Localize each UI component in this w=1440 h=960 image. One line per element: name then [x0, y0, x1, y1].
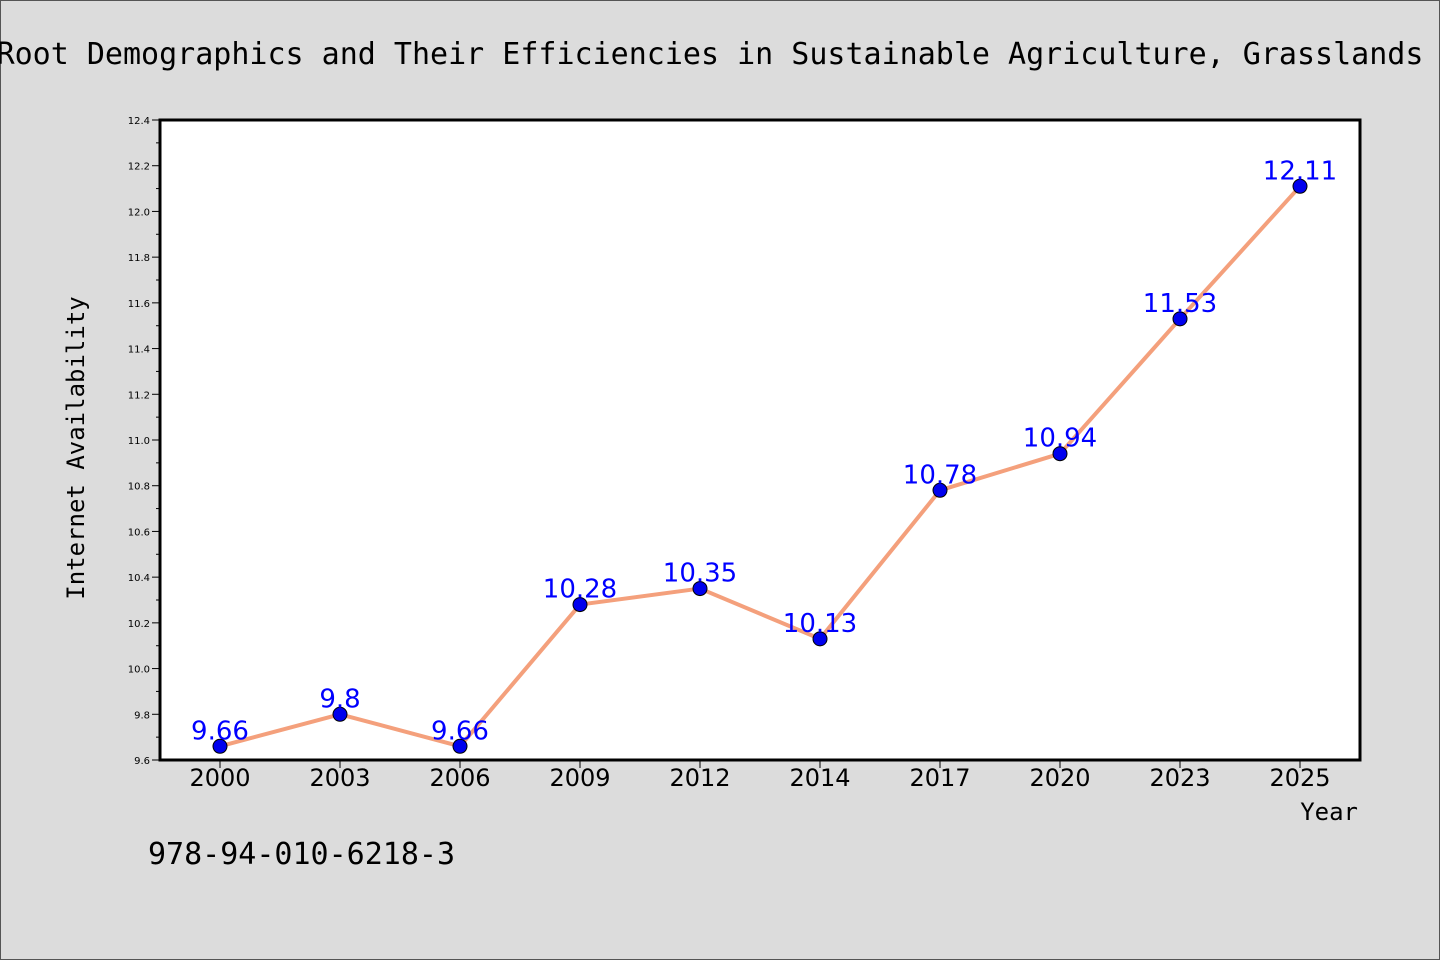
- data-markers: [212, 178, 1308, 754]
- x-tick-label: 2003: [309, 764, 370, 792]
- series-line: [219, 184, 1302, 749]
- y-tick-label: 11.2: [128, 390, 150, 401]
- data-label: 10.94: [1023, 424, 1097, 454]
- data-label: 12.11: [1263, 156, 1337, 186]
- x-tick-label: 2012: [669, 764, 730, 792]
- y-tick-label: 11.8: [128, 253, 150, 264]
- y-tick-label: 12.4: [128, 116, 150, 127]
- y-tick-label: 10.4: [128, 573, 150, 584]
- data-point: [1172, 311, 1188, 327]
- y-tick-label: 11.6: [128, 299, 150, 310]
- plot-border: [158, 118, 1362, 762]
- data-point: [1052, 446, 1068, 462]
- data-label: 10.35: [663, 559, 737, 589]
- data-point: [572, 597, 588, 613]
- x-axis-label: Year: [1300, 798, 1358, 826]
- data-point: [1292, 178, 1308, 194]
- y-axis: 9.6 9.8 10.0 10.2 10.4 10.6 10.8 11.0 11.2 11.4 11…: [128, 116, 160, 767]
- y-tick-label: 12.0: [128, 207, 150, 218]
- y-tick-label: 11.4: [128, 345, 150, 356]
- data-label: 9.66: [191, 716, 249, 746]
- data-labels: 9.66 9.8 9.66 10.28 10.35 10.13 10.78 10.94 11.5…: [191, 156, 1337, 746]
- data-point: [452, 738, 468, 754]
- x-tick-label: 2000: [189, 764, 250, 792]
- x-axis: 2000 2003 2006 2009 2012 2014 2017 2020 2023 2025: [189, 760, 1331, 792]
- y-tick-label: 10.8: [128, 482, 150, 493]
- x-tick-label: 2006: [429, 764, 490, 792]
- y-tick-label: 10.0: [128, 665, 150, 676]
- y-tick-label: 9.6: [134, 756, 150, 767]
- x-tick-label: 2025: [1269, 764, 1330, 792]
- x-tick-label: 2014: [789, 764, 850, 792]
- y-tick-label: 12.2: [128, 162, 150, 173]
- isbn-annotation: 978-94-010-6218-3: [148, 837, 455, 872]
- data-point: [332, 706, 348, 722]
- data-point: [212, 738, 228, 754]
- x-tick-label: 2020: [1029, 764, 1090, 792]
- data-label: 10.13: [783, 609, 857, 639]
- y-axis-label: Internet Availability: [62, 296, 90, 599]
- data-point: [692, 581, 708, 597]
- y-tick-label: 9.8: [134, 710, 150, 721]
- chart-title: Root Demographics and Their Efficiencies…: [0, 37, 1423, 72]
- plot-area: [160, 120, 1360, 760]
- y-tick-label: 10.2: [128, 619, 150, 630]
- data-label: 11.53: [1143, 289, 1217, 319]
- data-label: 9.66: [431, 716, 489, 746]
- data-label: 10.78: [903, 460, 977, 490]
- data-point: [932, 482, 948, 498]
- y-tick-label: 11.0: [128, 436, 150, 447]
- x-tick-label: 2017: [909, 764, 970, 792]
- data-label: 9.8: [319, 684, 360, 714]
- data-label: 10.28: [543, 575, 617, 605]
- x-tick-label: 2009: [549, 764, 610, 792]
- data-point: [812, 631, 828, 647]
- x-tick-label: 2023: [1149, 764, 1210, 792]
- y-tick-label: 10.6: [128, 527, 150, 538]
